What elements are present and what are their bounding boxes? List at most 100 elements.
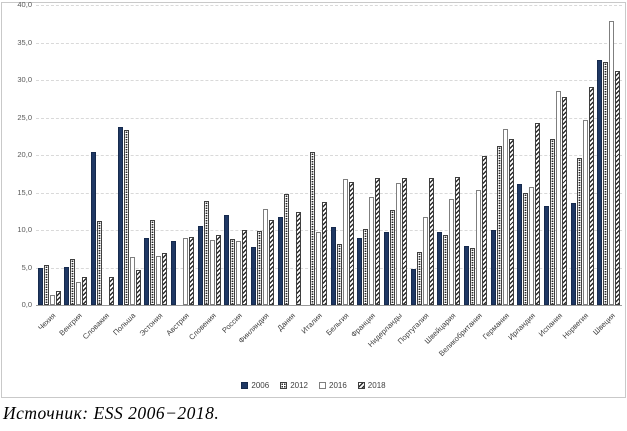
bar-2012 [443,234,449,305]
bar-2016 [182,238,188,305]
bar-2012 [283,194,289,305]
legend-label: 2006 [251,381,270,390]
bar-2006 [570,203,576,305]
bar-2012 [310,152,316,305]
chart-legend: 2006 2012 2016 2018 [2,381,625,390]
legend-item-2018: 2018 [357,381,386,390]
x-axis-category-label: Испания [536,311,564,339]
bar-group-22 [595,5,622,305]
gridline [36,155,622,156]
bar-group-18 [489,5,516,305]
bar-2016 [49,294,55,305]
bar-2012 [123,129,129,305]
bar-group-14 [382,5,409,305]
bar-2012 [390,209,396,305]
bar-2018 [82,276,88,305]
y-axis-tick-label: 10,0 [17,225,32,234]
gridline [36,80,622,81]
bar-group-21 [569,5,596,305]
bar-2006 [277,217,283,305]
bar-2016 [555,91,561,305]
bar-2018 [295,212,301,305]
bar-2012 [469,248,475,305]
bar-2006 [437,232,443,305]
bar-2018 [322,201,328,305]
bar-2016 [475,189,481,305]
bar-group-19 [515,5,542,305]
bar-group-17 [462,5,489,305]
y-axis-tick-label: 20,0 [17,150,32,159]
y-axis-tick-label: 15,0 [17,187,32,197]
bar-2016 [609,20,615,305]
x-axis-category-label: Ирландия [506,311,538,342]
bar-group-15 [409,5,436,305]
x-axis-category-label: Словакия [80,311,111,342]
bar-2018 [561,97,567,305]
legend-label: 2016 [329,381,347,390]
bar-2012 [97,221,103,305]
gridline [36,42,622,44]
bar-2018 [428,177,434,305]
bar-2016 [342,179,348,305]
bar-2006 [490,230,496,305]
bar-2012 [576,158,582,305]
bar-2018 [109,277,115,305]
bar-2006 [517,184,523,305]
x-axis-category-label: Германия [480,311,511,342]
bar-group-20 [542,5,569,305]
x-axis-category-label: Польша [111,311,138,338]
gridline [36,192,622,194]
bar-2016 [236,241,242,305]
bar-2012 [203,200,209,305]
bar-2006 [170,240,176,305]
bar-2016 [262,209,268,305]
y-axis-tick-label: 40,0 [17,0,32,9]
bar-group-7 [196,5,223,305]
bar-2006 [463,245,469,305]
bar-2012 [363,229,369,305]
bar-2006 [64,266,70,305]
bar-2018 [375,177,381,305]
bar-2018 [162,253,168,305]
bar-2006 [37,267,43,305]
legend-swatch-icon [357,382,365,389]
source-caption: Источник: ESS 2006−2018. [3,403,220,423]
bar-2012 [70,258,76,305]
y-axis-tick-label: 0,0 [21,300,32,309]
x-axis-category-label: Швеция [591,311,618,337]
gridline [36,5,622,6]
x-axis-category-label: Бельгия [324,311,351,338]
bar-group-11 [302,5,329,305]
legend-item-2016: 2016 [319,381,347,390]
bar-2012 [416,251,422,305]
x-axis-category-label: Австрия [164,311,191,338]
legend-item-2006: 2006 [241,381,269,390]
bar-group-2 [63,5,90,305]
bar-2012 [150,219,156,305]
bar-2016 [129,257,135,305]
bar-2012 [256,230,262,305]
bar-2018 [508,138,514,305]
bar-2018 [268,220,274,305]
x-axis-category-label: Словения [186,311,218,342]
legend-swatch-icon [280,382,288,389]
bar-2018 [455,176,461,305]
bar-2006 [144,238,150,305]
bar-2018 [535,122,541,305]
bar-2012 [496,146,502,305]
bar-2016 [422,216,428,305]
bar-2018 [615,71,621,305]
bar-2006 [117,126,123,305]
legend-item-2012: 2012 [280,381,308,390]
bar-2006 [250,247,256,305]
legend-label: 2012 [290,381,308,390]
bar-2006 [197,226,203,305]
y-axis-tick-label: 5,0 [21,262,32,272]
x-axis-category-label: Россия [220,311,245,335]
bar-2016 [502,128,508,305]
x-axis-category-label: Эстония [137,311,165,338]
bar-2012 [603,62,609,305]
bar-2016 [209,239,215,305]
bar-group-1 [36,5,63,305]
bar-2016 [156,255,162,305]
